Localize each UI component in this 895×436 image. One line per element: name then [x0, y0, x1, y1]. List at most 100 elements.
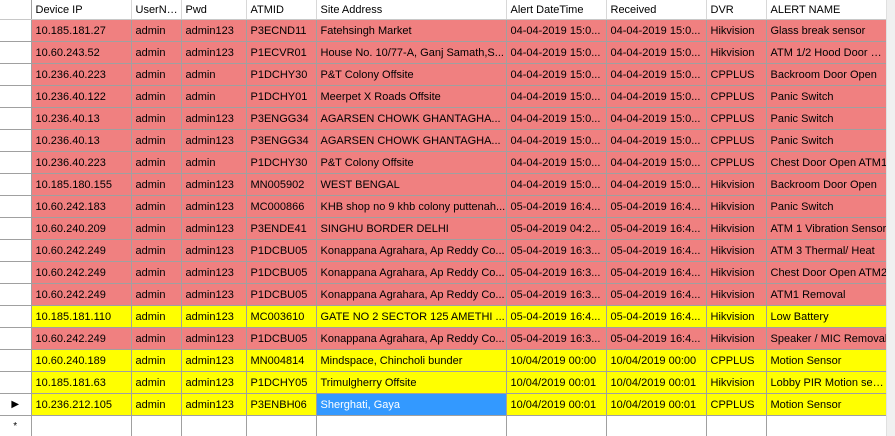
cell-atmid[interactable]: P3ECND11 — [246, 19, 317, 42]
cell-alert-name[interactable]: Panic Switch — [766, 107, 889, 130]
column-header-pwd[interactable]: Pwd — [181, 0, 247, 20]
row-header[interactable] — [0, 327, 32, 350]
cell-site-address[interactable]: Mindspace, Chincholi bunder — [316, 349, 507, 372]
cell-site-address[interactable]: AGARSEN CHOWK GHANTAGHA... — [316, 107, 507, 130]
row-header[interactable] — [0, 151, 32, 174]
cell-alert-datetime[interactable]: 05-04-2019 04:2... — [506, 217, 607, 240]
cell-pwd[interactable]: admin123 — [181, 19, 247, 42]
cell-dvr[interactable]: Hikvision — [706, 239, 767, 262]
new-cell-device-ip[interactable] — [31, 415, 132, 436]
cell-atmid[interactable]: P3ENDE41 — [246, 217, 317, 240]
cell-received[interactable]: 04-04-2019 15:0... — [606, 173, 707, 196]
table-row[interactable]: 10.60.242.249 admin admin123 P1DCBU05 Konapp… — [0, 239, 889, 262]
cell-user-name[interactable]: admin — [131, 129, 182, 152]
cell-alert-datetime[interactable]: 05-04-2019 16:3... — [506, 283, 607, 306]
row-header[interactable] — [0, 19, 32, 42]
cell-site-address[interactable]: P&T Colony Offsite — [316, 151, 507, 174]
row-header-corner[interactable] — [0, 0, 32, 20]
cell-alert-name[interactable]: Panic Switch — [766, 85, 889, 108]
cell-atmid[interactable]: MN004814 — [246, 349, 317, 372]
cell-pwd[interactable]: admin123 — [181, 371, 247, 394]
new-cell-atmid[interactable] — [246, 415, 317, 436]
new-cell-received[interactable] — [606, 415, 707, 436]
cell-dvr[interactable]: Hikvision — [706, 173, 767, 196]
cell-atmid[interactable]: P1DCBU05 — [246, 283, 317, 306]
row-header[interactable] — [0, 195, 32, 218]
cell-received[interactable]: 05-04-2019 16:4... — [606, 195, 707, 218]
new-row[interactable]: * — [0, 415, 889, 436]
cell-alert-datetime[interactable]: 05-04-2019 16:4... — [506, 195, 607, 218]
cell-received[interactable]: 04-04-2019 15:0... — [606, 151, 707, 174]
cell-received[interactable]: 04-04-2019 15:0... — [606, 19, 707, 42]
cell-site-address[interactable]: SINGHU BORDER DELHI — [316, 217, 507, 240]
cell-dvr[interactable]: CPPLUS — [706, 393, 767, 416]
cell-user-name[interactable]: admin — [131, 261, 182, 284]
cell-site-address[interactable]: Trimulgherry Offsite — [316, 371, 507, 394]
row-header[interactable] — [0, 283, 32, 306]
table-row[interactable]: 10.236.40.223 admin admin P1DCHY30 P&T Colon… — [0, 63, 889, 86]
cell-site-address[interactable]: Fatehsingh Market — [316, 19, 507, 42]
cell-dvr[interactable]: Hikvision — [706, 261, 767, 284]
cell-received[interactable]: 04-04-2019 15:0... — [606, 63, 707, 86]
cell-alert-name[interactable]: Low Battery — [766, 305, 889, 328]
cell-alert-datetime[interactable]: 04-04-2019 15:0... — [506, 129, 607, 152]
cell-user-name[interactable]: admin — [131, 41, 182, 64]
cell-alert-name[interactable]: Glass break sensor — [766, 19, 889, 42]
cell-alert-name[interactable]: Motion Sensor — [766, 393, 889, 416]
row-header[interactable] — [0, 63, 32, 86]
cell-site-address[interactable]: Konappana Agrahara, Ap Reddy Co... — [316, 283, 507, 306]
new-cell-alert-datetime[interactable] — [506, 415, 607, 436]
cell-pwd[interactable]: admin123 — [181, 283, 247, 306]
cell-atmid[interactable]: P1DCHY05 — [246, 371, 317, 394]
cell-alert-name[interactable]: Chest Door Open ATM2 — [766, 261, 889, 284]
column-header-alert-name[interactable]: ALERT NAME — [766, 0, 889, 20]
row-header[interactable] — [0, 239, 32, 262]
row-header[interactable] — [0, 107, 32, 130]
cell-received[interactable]: 05-04-2019 16:4... — [606, 327, 707, 350]
cell-device-ip[interactable]: 10.236.40.223 — [31, 63, 132, 86]
vertical-scrollbar[interactable] — [886, 0, 895, 436]
new-cell-site-address[interactable] — [316, 415, 507, 436]
cell-user-name[interactable]: admin — [131, 85, 182, 108]
new-cell-user-name[interactable] — [131, 415, 182, 436]
cell-alert-datetime[interactable]: 04-04-2019 15:0... — [506, 19, 607, 42]
cell-pwd[interactable]: admin123 — [181, 41, 247, 64]
cell-received[interactable]: 05-04-2019 16:4... — [606, 283, 707, 306]
cell-device-ip[interactable]: 10.236.40.122 — [31, 85, 132, 108]
cell-site-address[interactable]: P&T Colony Offsite — [316, 63, 507, 86]
row-header[interactable] — [0, 261, 32, 284]
cell-alert-datetime[interactable]: 10/04/2019 00:00 — [506, 349, 607, 372]
cell-alert-datetime[interactable]: 10/04/2019 00:01 — [506, 371, 607, 394]
column-header-dvr[interactable]: DVR — [706, 0, 767, 20]
cell-alert-datetime[interactable]: 05-04-2019 16:4... — [506, 305, 607, 328]
cell-device-ip[interactable]: 10.236.212.105 — [31, 393, 132, 416]
cell-user-name[interactable]: admin — [131, 305, 182, 328]
cell-site-address[interactable]: Konappana Agrahara, Ap Reddy Co... — [316, 327, 507, 350]
cell-alert-name[interactable]: Panic Switch — [766, 195, 889, 218]
cell-device-ip[interactable]: 10.185.180.155 — [31, 173, 132, 196]
cell-alert-name[interactable]: Motion Sensor — [766, 349, 889, 372]
cell-dvr[interactable]: CPPLUS — [706, 349, 767, 372]
cell-alert-name[interactable]: Backroom Door Open — [766, 63, 889, 86]
cell-atmid[interactable]: P1DCHY30 — [246, 151, 317, 174]
cell-site-address[interactable]: Meerpet X Roads Offsite — [316, 85, 507, 108]
row-header[interactable] — [0, 349, 32, 372]
cell-user-name[interactable]: admin — [131, 217, 182, 240]
cell-atmid[interactable]: MC003610 — [246, 305, 317, 328]
table-row[interactable]: ▶ 10.236.212.105 admin admin123 P3ENBH06 Sher… — [0, 393, 889, 416]
cell-device-ip[interactable]: 10.60.240.189 — [31, 349, 132, 372]
cell-user-name[interactable]: admin — [131, 371, 182, 394]
cell-device-ip[interactable]: 10.60.242.249 — [31, 283, 132, 306]
cell-dvr[interactable]: Hikvision — [706, 41, 767, 64]
cell-received[interactable]: 04-04-2019 15:0... — [606, 41, 707, 64]
table-row[interactable]: 10.60.242.249 admin admin123 P1DCBU05 Konapp… — [0, 327, 889, 350]
cell-alert-name[interactable]: ATM 3 Thermal/ Heat — [766, 239, 889, 262]
cell-alert-datetime[interactable]: 05-04-2019 16:3... — [506, 239, 607, 262]
column-header-site-address[interactable]: Site Address — [316, 0, 507, 20]
cell-pwd[interactable]: admin123 — [181, 107, 247, 130]
cell-device-ip[interactable]: 10.60.240.209 — [31, 217, 132, 240]
cell-user-name[interactable]: admin — [131, 151, 182, 174]
cell-dvr[interactable]: CPPLUS — [706, 63, 767, 86]
table-row[interactable]: 10.185.180.155 admin admin123 MN005902 WEST … — [0, 173, 889, 196]
cell-dvr[interactable]: Hikvision — [706, 195, 767, 218]
